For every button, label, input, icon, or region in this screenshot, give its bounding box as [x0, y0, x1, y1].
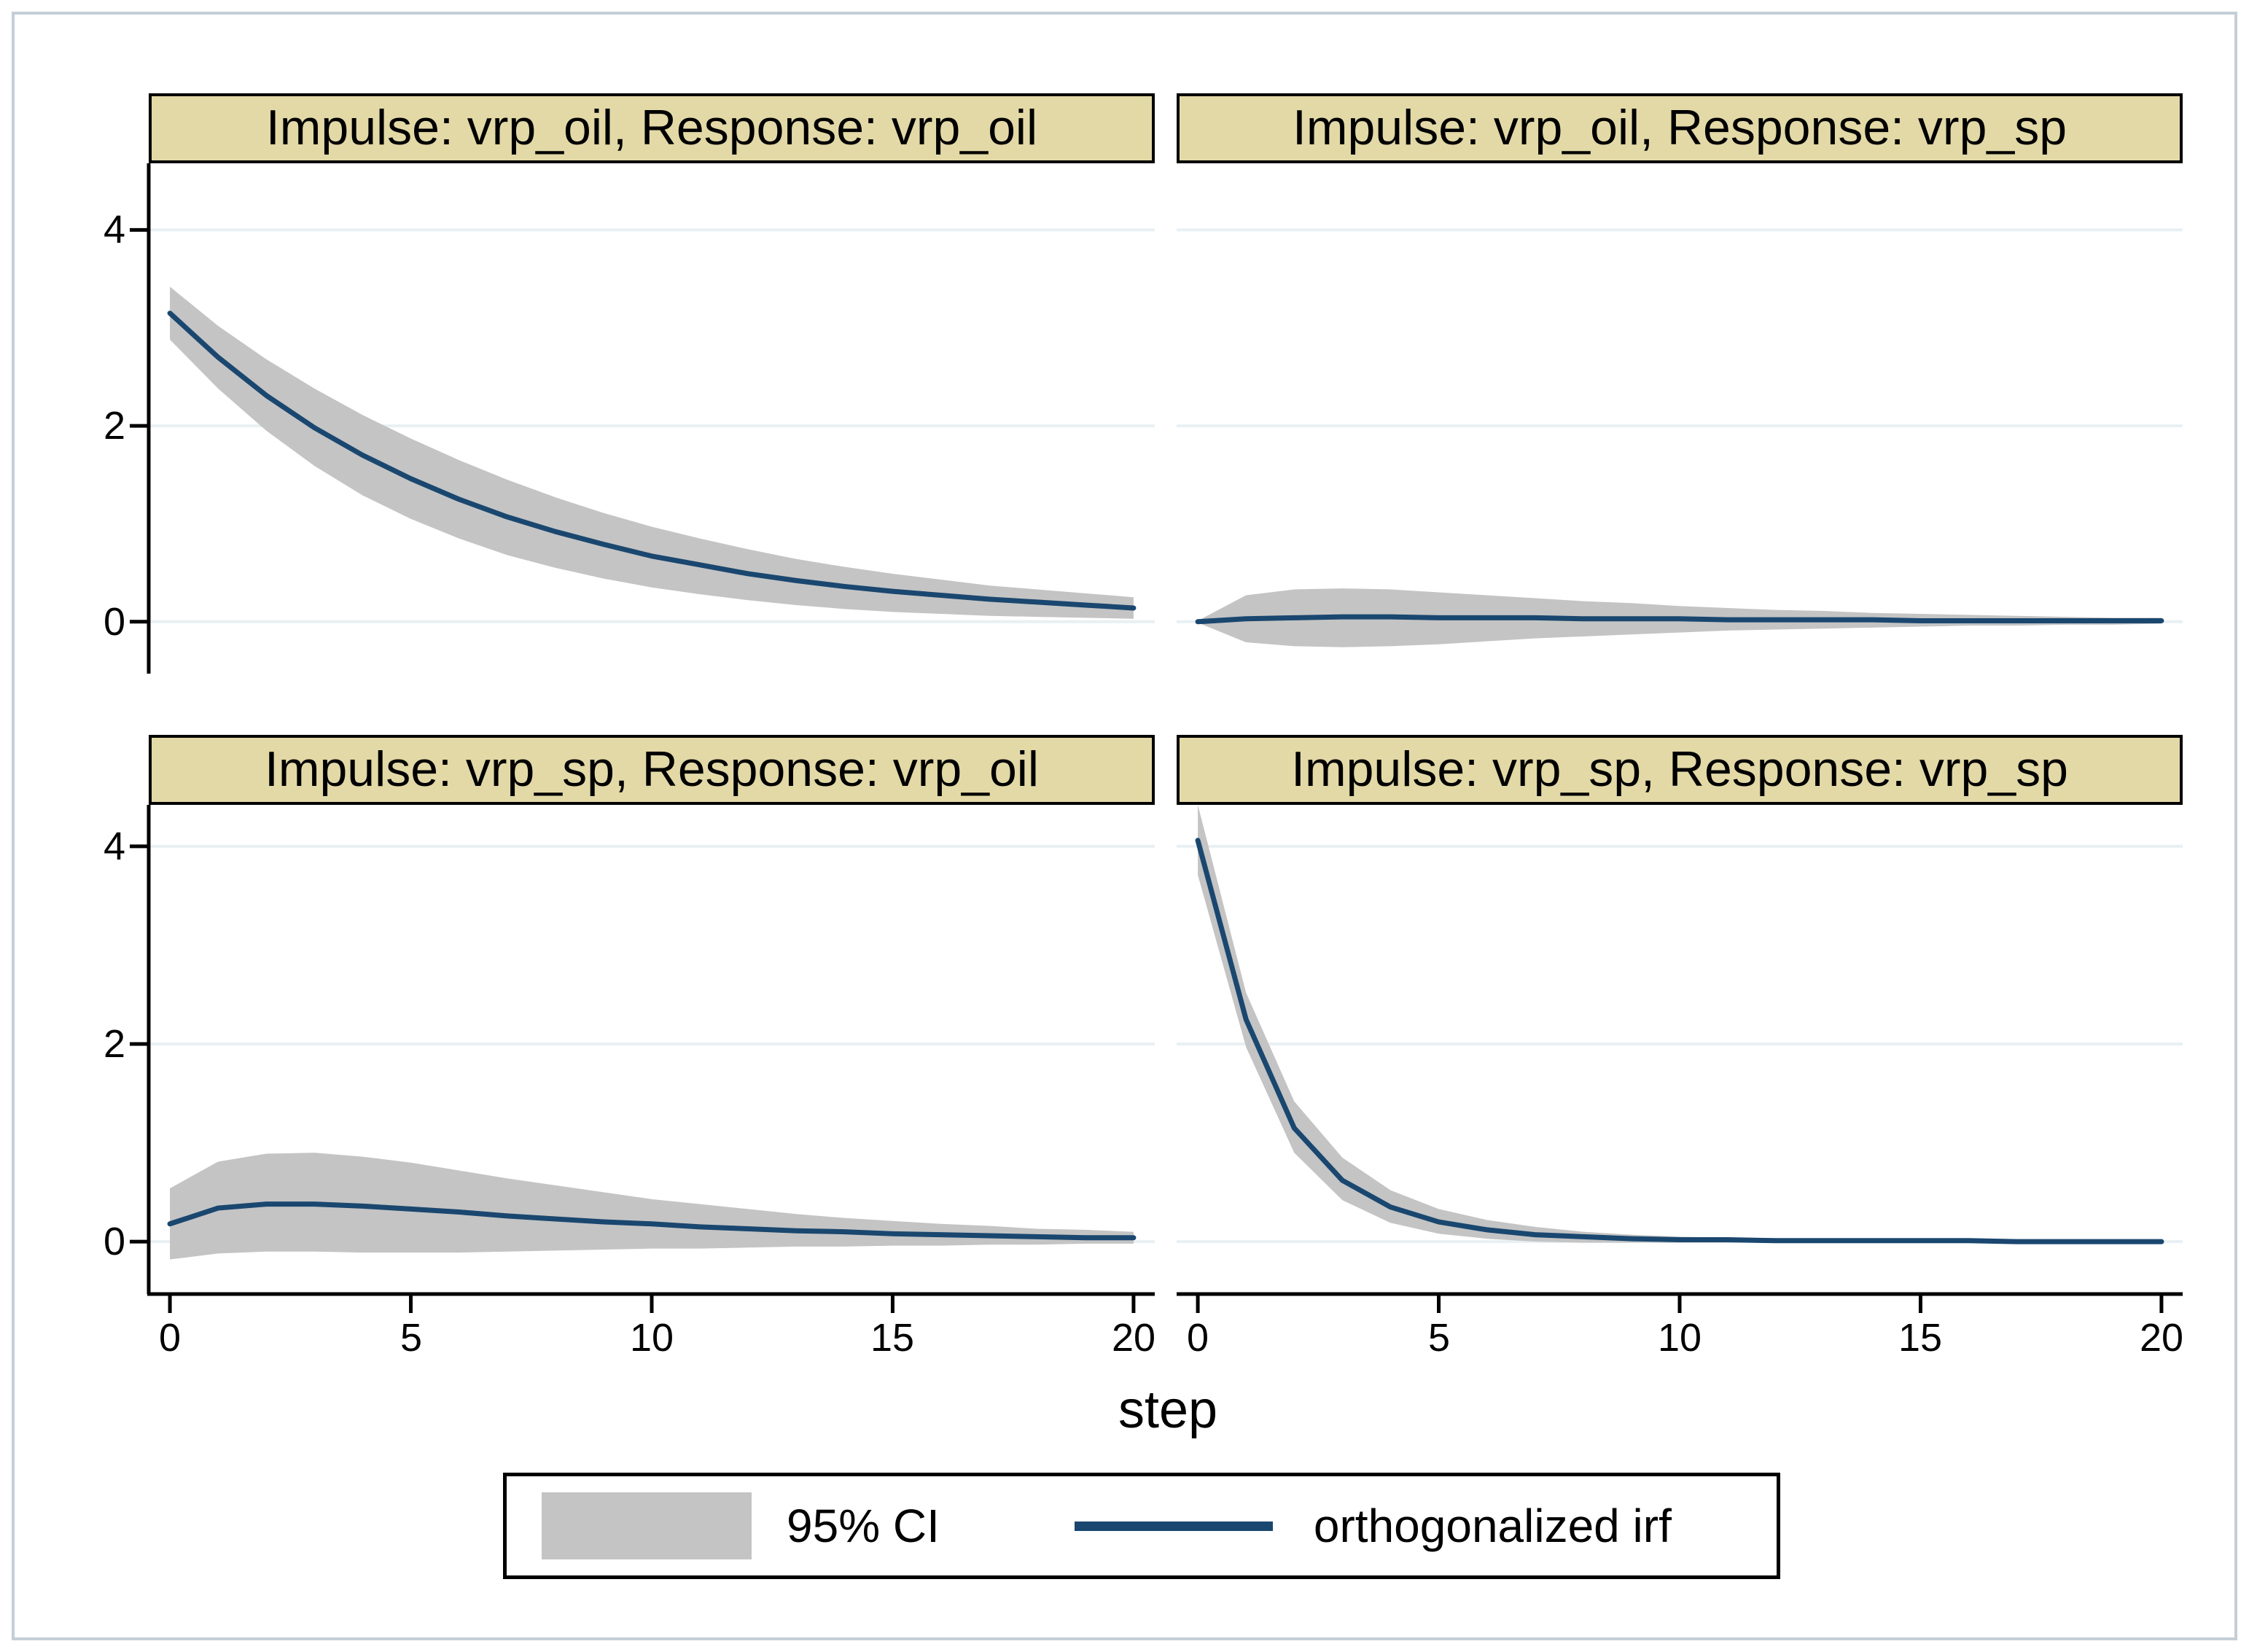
- legend-ci-label: 95% CI: [787, 1500, 940, 1552]
- x-tick-label: 10: [1657, 1316, 1702, 1360]
- plot-sp-sp: [1177, 805, 2183, 1313]
- x-tick-label: 15: [870, 1316, 915, 1360]
- legend-ci-swatch: [542, 1492, 752, 1559]
- graph-frame: [12, 12, 2237, 1640]
- y-tick-label: 0: [103, 600, 125, 644]
- x-axis-title: step: [1118, 1381, 1218, 1439]
- x-tick-label: 5: [1427, 1316, 1451, 1360]
- panel-title-sp-sp: Impulse: vrp_sp, Response: vrp_sp: [1177, 735, 2183, 805]
- legend-irf-line: [1074, 1521, 1273, 1531]
- x-tick-label: 5: [399, 1316, 423, 1360]
- panel-title-sp-oil: Impulse: vrp_sp, Response: vrp_oil: [149, 735, 1155, 805]
- y-tick-label: 0: [103, 1220, 125, 1263]
- legend-irf-label: orthogonalized irf: [1313, 1500, 1672, 1552]
- y-tick-label: 2: [103, 404, 125, 448]
- x-tick-label: 15: [1898, 1316, 1943, 1360]
- y-tick-label: 4: [103, 825, 125, 868]
- panel-title-oil-oil: Impulse: vrp_oil, Response: vrp_oil: [149, 93, 1155, 163]
- x-tick-label: 0: [1186, 1316, 1209, 1360]
- x-tick-label: 0: [158, 1316, 182, 1360]
- x-tick-label: 20: [2139, 1316, 2184, 1360]
- plot-oil-oil: [130, 163, 1155, 674]
- plot-sp-oil: [130, 805, 1155, 1313]
- y-tick-label: 2: [103, 1022, 125, 1066]
- x-tick-label: 20: [1111, 1316, 1156, 1360]
- legend-box: 95% CI orthogonalized irf: [503, 1473, 1780, 1579]
- y-tick-label: 4: [103, 208, 125, 252]
- panel-title-oil-sp: Impulse: vrp_oil, Response: vrp_sp: [1177, 93, 2183, 163]
- x-tick-label: 10: [629, 1316, 674, 1360]
- plot-oil-sp: [1177, 228, 2183, 647]
